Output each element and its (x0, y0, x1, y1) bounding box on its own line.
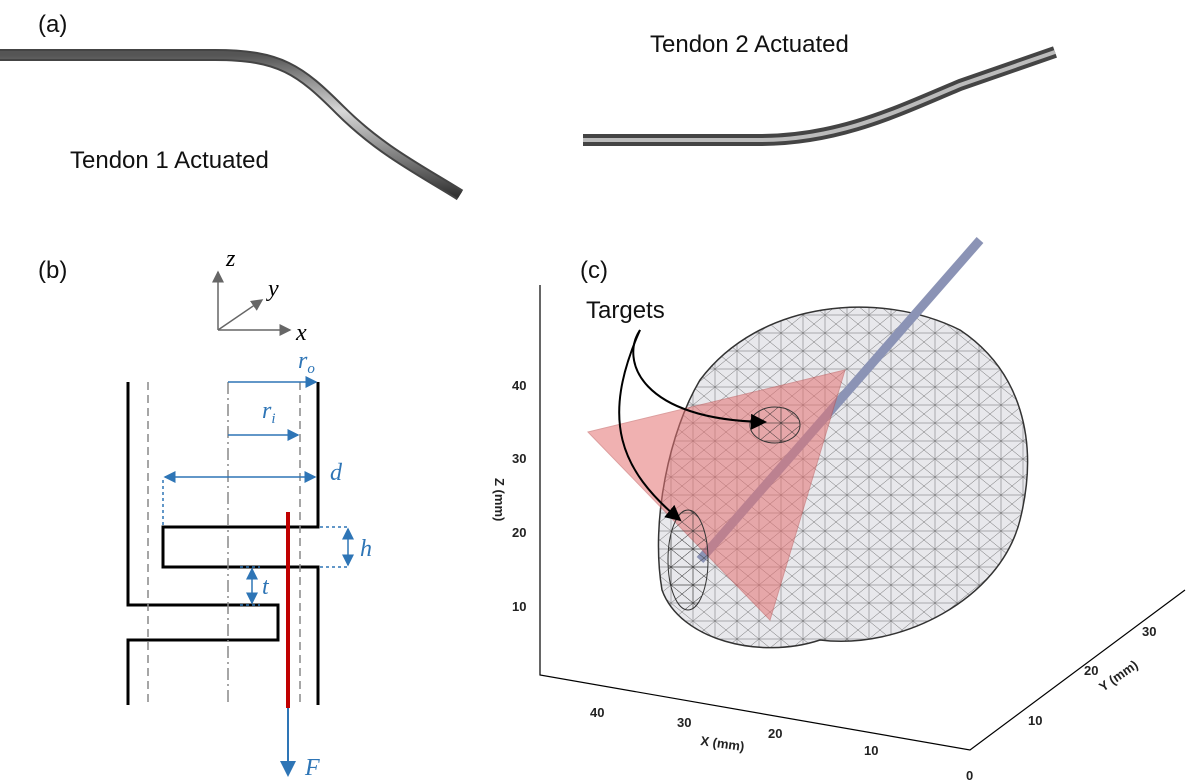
dim-label: t (262, 574, 270, 600)
y-tick-label: 0 (966, 768, 973, 783)
x-tick-label: 10 (864, 743, 878, 758)
subscript: i (271, 411, 275, 427)
z-tick-label: 10 (512, 599, 526, 614)
dim-label: ri (262, 398, 276, 427)
z-tick-label: 30 (512, 451, 526, 466)
tube-wall (128, 382, 278, 705)
dim-label: d (330, 460, 343, 486)
dim-guide (163, 480, 350, 605)
y-tick-label: 30 (1142, 624, 1156, 639)
figure: (a) Tendon 2 Actuated Tendon 1 Actuated … (0, 0, 1188, 784)
y-tick-label: 10 (1028, 713, 1042, 728)
dim-label: h (360, 536, 372, 562)
panel-b: (b) z y x ro ri d h t F (38, 246, 372, 781)
target (750, 407, 800, 443)
subscript: o (307, 361, 315, 377)
panel-label: (c) (580, 257, 608, 284)
panel-label: (b) (38, 257, 67, 284)
needle-right (583, 52, 1055, 140)
caption: Tendon 2 Actuated (650, 31, 849, 58)
tube-wall (163, 382, 318, 705)
axis-label: x (295, 320, 307, 346)
z-tick-label: 40 (512, 378, 526, 393)
x-tick-label: 30 (677, 715, 691, 730)
z-tick-label: 20 (512, 525, 526, 540)
dim-label: ro (298, 348, 315, 377)
needle-right-shine (583, 52, 1055, 140)
dim-label: F (304, 755, 320, 781)
x-axis-label: X (mm) (700, 733, 746, 754)
y-axis-label: Y (mm) (1096, 657, 1141, 694)
y-tick-label: 20 (1084, 663, 1098, 678)
panel-c: (c) Targets 40 30 20 10 Z (mm) 40 30 20 … (492, 240, 1185, 783)
x-tick-label: 20 (768, 726, 782, 741)
panel-label: (a) (38, 11, 67, 38)
panel-a: (a) Tendon 2 Actuated Tendon 1 Actuated (0, 11, 1055, 195)
needle-left (0, 55, 460, 195)
annotation: Targets (586, 297, 665, 324)
axis-label: z (225, 246, 236, 272)
z-axis-label: Z (mm) (492, 478, 507, 521)
axis-arrow (218, 300, 262, 330)
target (668, 510, 708, 610)
x-tick-label: 40 (590, 705, 604, 720)
caption: Tendon 1 Actuated (70, 147, 269, 174)
axis-label: y (266, 276, 279, 302)
needle-left-shine (0, 55, 460, 195)
